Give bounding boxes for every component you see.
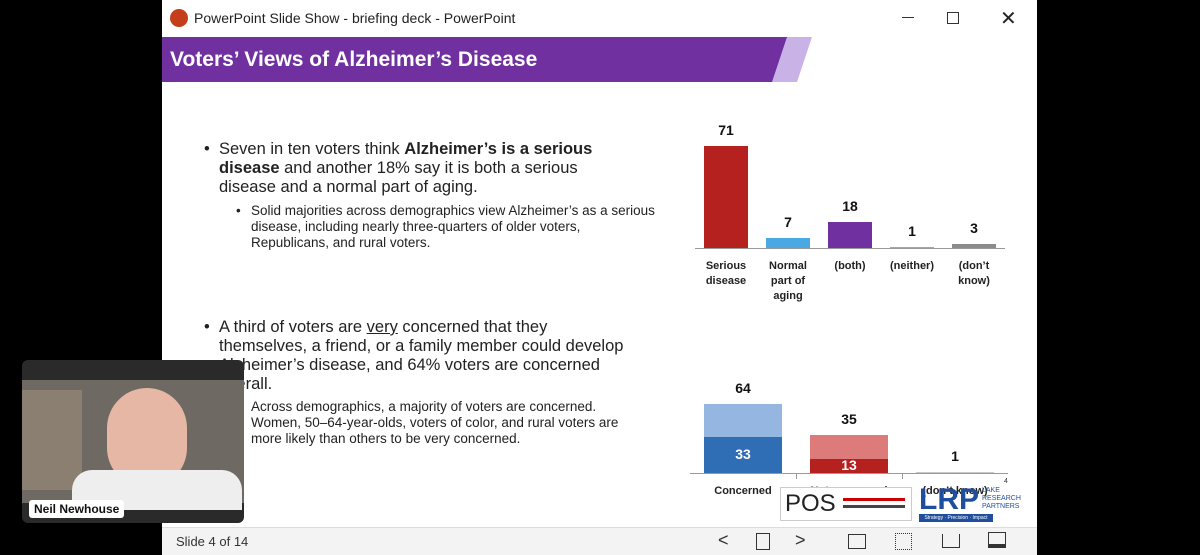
window-title: PowerPoint Slide Show - briefing deck - … bbox=[194, 10, 516, 26]
participant-name: Neil Newhouse bbox=[29, 500, 125, 518]
video-tile: Neil Newhouse bbox=[22, 360, 244, 523]
logo-text: POS bbox=[785, 490, 836, 517]
value-label: 7 bbox=[784, 213, 792, 230]
total-label: 1 bbox=[951, 447, 959, 464]
pos-logo: POS bbox=[780, 487, 912, 521]
bar-segment bbox=[916, 471, 994, 473]
lrp-logo: LRP bbox=[919, 483, 979, 516]
underlined-text: very bbox=[366, 318, 398, 336]
bar bbox=[766, 237, 810, 248]
baseline bbox=[695, 248, 1005, 249]
app-icon bbox=[170, 9, 188, 27]
bar-segment bbox=[810, 458, 888, 473]
window: PowerPoint Slide Show - briefing deck - … bbox=[162, 0, 1037, 555]
value-label: 71 bbox=[718, 122, 734, 139]
bullet: • bbox=[204, 140, 210, 158]
slide-number: 4 bbox=[1004, 478, 1008, 485]
text: A third of voters are bbox=[219, 318, 367, 336]
maximize-button[interactable] bbox=[947, 12, 959, 24]
bar-segment bbox=[704, 403, 782, 438]
bar bbox=[952, 243, 996, 248]
minimize-button[interactable] bbox=[902, 17, 914, 18]
bullet-text: Seven in ten voters think Alzheimer’s is… bbox=[219, 140, 629, 197]
slide-title: Voters’ Views of Alzheimer’s Disease bbox=[162, 37, 787, 82]
bar-segment bbox=[704, 437, 782, 473]
slide: Voters’ Views of Alzheimer’s Disease • S… bbox=[162, 36, 1037, 527]
bar bbox=[704, 146, 748, 248]
value-label: 1 bbox=[908, 222, 916, 239]
segment-label: 33 bbox=[735, 446, 751, 463]
chart: 71 Serious disease 7 Normal part of aging 18… bbox=[695, 110, 1007, 310]
chart: 3364Concerned1335Not concerned1(don’t kn… bbox=[690, 336, 1010, 497]
bar bbox=[828, 222, 872, 248]
title-bar: PowerPoint Slide Show - briefing deck - … bbox=[162, 0, 1037, 36]
lrp-tagline: Strategy · Precision · Impact bbox=[919, 514, 993, 522]
value-label: 18 bbox=[842, 198, 858, 215]
slideshow-button[interactable] bbox=[988, 532, 1006, 548]
bullet-text: A third of voters are very concerned tha… bbox=[219, 318, 629, 394]
bold-text: Alzheimer’s is a serious disease bbox=[219, 140, 593, 177]
x-tick-label: (don’t know) bbox=[958, 260, 990, 287]
x-tick-label: (don’t know) bbox=[922, 485, 988, 497]
banner-accent bbox=[772, 37, 812, 82]
sorter-view-button[interactable] bbox=[895, 533, 912, 550]
bar bbox=[890, 246, 934, 248]
sub-bullet: Solid majorities across demographics vie… bbox=[251, 203, 655, 250]
value-label: 3 bbox=[970, 219, 978, 236]
x-tick-label: (both) bbox=[834, 260, 866, 272]
baseline bbox=[690, 473, 1008, 474]
video-shelf bbox=[22, 390, 82, 490]
x-tick-label: Normal part of aging bbox=[769, 260, 807, 302]
normal-view-button[interactable] bbox=[848, 534, 866, 549]
lrp-name: LAKE RESEARCH PARTNERS bbox=[982, 487, 1021, 510]
separator bbox=[902, 473, 903, 479]
text: and another 18% say it is both a serious… bbox=[219, 159, 578, 196]
total-label: 64 bbox=[735, 379, 751, 396]
previous-button[interactable]: < bbox=[718, 530, 729, 550]
x-tick-label: Serious disease bbox=[705, 260, 747, 287]
x-tick-label: (neither) bbox=[890, 260, 934, 272]
reading-view-button[interactable] bbox=[942, 534, 960, 548]
text: Seven in ten voters think bbox=[219, 140, 405, 158]
bar-segment bbox=[810, 435, 888, 459]
all-slides-button[interactable] bbox=[756, 533, 770, 550]
status-bar: Slide 4 of 14 < > bbox=[162, 527, 1037, 555]
x-tick-label: Concerned bbox=[714, 485, 772, 497]
slide-counter: Slide 4 of 14 bbox=[176, 534, 249, 549]
segment-label: 13 bbox=[841, 456, 857, 473]
close-button[interactable]: ✕ bbox=[1000, 8, 1017, 30]
separator bbox=[796, 473, 797, 479]
total-label: 35 bbox=[841, 411, 857, 428]
sub-bullet: Across demographics, a majority of voter… bbox=[251, 399, 619, 446]
next-button[interactable]: > bbox=[795, 530, 806, 550]
